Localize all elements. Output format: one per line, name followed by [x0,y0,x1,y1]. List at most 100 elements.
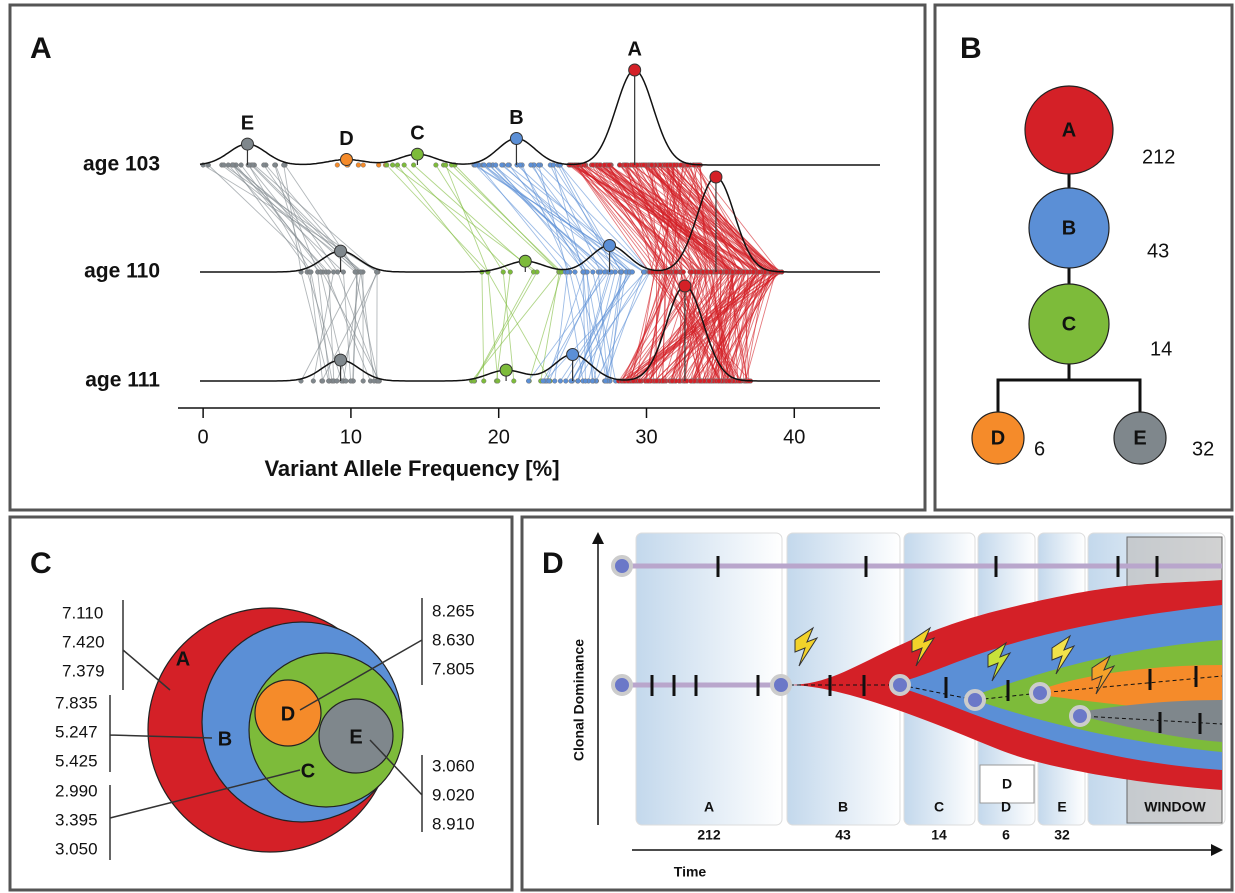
window-label: WINDOW [1144,799,1206,815]
mutation-dot [359,270,364,275]
peak-marker [335,354,347,366]
mutation-dot [623,163,628,168]
clone-label: A [1062,119,1076,141]
mutation-dot [678,163,683,168]
clone-label: C [301,760,315,782]
density-curve [200,70,880,165]
clone-count: 212 [1142,146,1175,168]
mutation-dot [482,163,487,168]
mutation-line [398,165,484,381]
clone-value: 9.020 [432,785,475,804]
x-tick-label: 0 [198,426,209,448]
peak-marker [519,255,531,267]
mutation-line [455,165,560,381]
mutation-dot [649,163,654,168]
clone-value: 8.910 [432,814,475,833]
clone-count: 6 [1034,438,1045,460]
mutation-dot [696,270,701,275]
clone-value: 7.110 [62,603,103,622]
mutation-dot [508,270,513,275]
mutation-dot [536,163,541,168]
mutation-dot [670,379,675,384]
mutation-dot [681,270,686,275]
mutation-dot [598,163,603,168]
mutation-dot [326,270,331,275]
mutation-dot [581,270,586,275]
x-tick-label: 10 [340,426,362,448]
clone-value: 7.379 [62,661,105,680]
mutation-dot [496,379,501,384]
x-axis-label: Time [674,864,707,880]
mutation-dot [563,379,568,384]
mutation-dot [576,379,581,384]
phase-label: C [934,799,944,815]
mutation-dot [547,379,552,384]
phase-label: B [838,799,848,815]
mutation-dot [673,270,678,275]
panel-b: A212B43C14D6E32 [972,86,1214,464]
mutation-dot [353,270,358,275]
phase-label: E [1057,799,1066,815]
mutation-dot [590,379,595,384]
mutation-dot [618,163,623,168]
mutation-dot [688,379,693,384]
density-curve [200,286,880,381]
peak-label: B [509,107,523,129]
mutation-line [404,165,510,381]
mutation-dot [751,270,756,275]
mutation-dot [551,163,556,168]
density-curve [200,177,880,272]
y-axis-label: Clonal Dominance [571,639,587,761]
mutation-dot [335,163,340,168]
mutation-line [203,165,378,381]
mutation-dot [511,379,516,384]
clone-count: 14 [1150,338,1172,360]
mutation-dot [493,163,498,168]
row-label: age 110 [84,260,160,283]
mutation-dot [736,270,741,275]
mutation-dot [222,163,227,168]
mutation-dot [348,379,353,384]
clone-value: 8.265 [432,601,475,620]
mutation-dot [411,163,416,168]
clone-value: 3.050 [55,839,98,858]
phase-count: 212 [697,827,721,843]
mutation-dot [272,163,277,168]
mutation-dot [646,379,651,384]
mutation-dot [573,270,578,275]
row-label: age 103 [83,153,160,176]
mutation-dot [619,270,624,275]
mutation-dot [603,270,608,275]
mutation-line [393,165,537,381]
phase-count: 32 [1054,827,1070,843]
peak-marker [567,348,579,360]
mutation-dot [607,163,612,168]
mutation-dot [443,163,448,168]
clone-value: 7.420 [62,632,105,651]
phase-label: D [1001,799,1011,815]
mutation-dot [344,379,349,384]
clone-value: 7.835 [55,693,98,712]
mutation-dot [335,379,340,384]
mutation-dot [311,379,316,384]
phase-band [636,533,782,825]
peak-marker [629,64,641,76]
peak-label: C [410,122,424,144]
phase-label: A [704,799,714,815]
x-tick-label: 30 [635,426,657,448]
clone-value: 3.060 [432,756,475,775]
phase-count: 43 [835,827,851,843]
mutation-dot [724,270,729,275]
peak-marker [510,132,522,144]
x-axis-label: Variant Allele Frequency [%] [264,456,559,481]
phase-count: 6 [1002,827,1010,843]
peak-label: A [627,38,641,60]
mutation-dot [501,270,506,275]
panel-label: B [960,32,982,65]
mutation-dot [591,270,596,275]
clone-value: 5.425 [55,751,98,770]
mutation-dot [727,379,732,384]
mutation-dot [261,163,266,168]
mutation-dot [481,379,486,384]
mutation-dot [565,270,570,275]
